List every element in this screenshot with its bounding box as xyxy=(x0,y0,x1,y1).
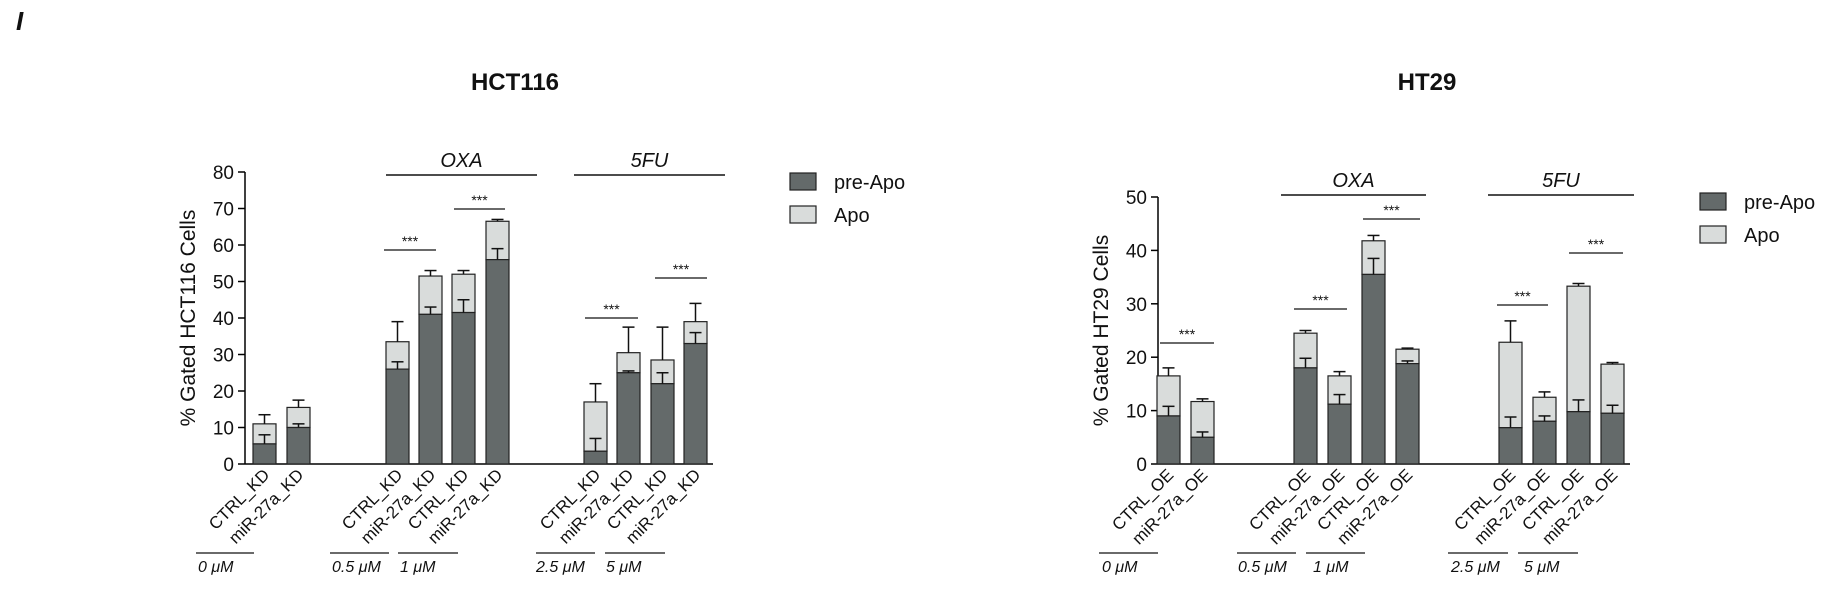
y-tick-label: 20 xyxy=(1126,348,1147,369)
bar-pre-apo xyxy=(1293,367,1318,465)
dose-label: 5 μM xyxy=(606,559,642,576)
drug-label: OXA xyxy=(1332,170,1374,192)
legend-swatch xyxy=(1699,225,1727,244)
significance-label: *** xyxy=(603,301,620,317)
significance-label: *** xyxy=(1179,326,1196,342)
legend-label: Apo xyxy=(1744,225,1780,247)
significance-label: *** xyxy=(1383,202,1400,218)
dose-label: 0.5 μM xyxy=(1238,559,1287,576)
bar-pre-apo xyxy=(385,368,410,465)
y-tick-label: 80 xyxy=(213,163,234,184)
significance-label: *** xyxy=(471,192,488,208)
significance-label: *** xyxy=(1588,236,1605,252)
bar-pre-apo xyxy=(1532,420,1557,465)
significance-label: *** xyxy=(402,233,419,249)
bar-pre-apo xyxy=(616,372,641,465)
bar-pre-apo xyxy=(583,450,608,465)
bar-pre-apo xyxy=(485,259,510,465)
bar-pre-apo xyxy=(1395,363,1420,465)
y-tick-label: 60 xyxy=(213,236,234,257)
chart-title: HT29 xyxy=(1398,69,1457,96)
bar-pre-apo xyxy=(1600,412,1625,465)
y-tick-label: 10 xyxy=(213,419,234,440)
y-tick-label: 30 xyxy=(1126,295,1147,316)
bar-apo xyxy=(616,352,641,374)
bar-pre-apo xyxy=(252,443,277,465)
bar-pre-apo xyxy=(418,313,443,465)
drug-label: 5FU xyxy=(1542,170,1580,192)
dose-label: 1 μM xyxy=(1313,559,1349,576)
dose-label: 0 μM xyxy=(198,559,234,576)
legend-swatch xyxy=(789,172,817,191)
dose-label: 0 μM xyxy=(1102,559,1138,576)
y-tick-label: 40 xyxy=(213,309,234,330)
dose-label: 2.5 μM xyxy=(1450,559,1500,576)
bar-pre-apo xyxy=(1156,415,1181,465)
legend-label: pre-Apo xyxy=(1744,192,1815,214)
dose-label: 1 μM xyxy=(400,559,436,576)
legend-swatch xyxy=(789,205,817,224)
y-tick-label: 70 xyxy=(213,200,234,221)
y-tick-label: 20 xyxy=(213,382,234,403)
y-axis-title: % Gated HCT116 Cells xyxy=(177,210,200,427)
dose-label: 2.5 μM xyxy=(535,559,585,576)
bar-pre-apo xyxy=(1498,427,1523,465)
significance-label: *** xyxy=(1312,292,1329,308)
dose-label: 5 μM xyxy=(1524,559,1560,576)
bar-pre-apo xyxy=(1566,411,1591,465)
bar-pre-apo xyxy=(650,383,675,465)
chart-title: HCT116 xyxy=(471,69,559,96)
bar-apo xyxy=(1498,341,1523,429)
y-tick-label: 50 xyxy=(1126,188,1147,209)
bar-pre-apo xyxy=(683,342,708,465)
y-tick-label: 0 xyxy=(1136,455,1147,476)
legend-swatch xyxy=(1699,192,1727,211)
y-tick-label: 0 xyxy=(223,455,234,476)
bar-pre-apo xyxy=(286,426,311,465)
bar-pre-apo xyxy=(451,311,476,465)
y-tick-label: 10 xyxy=(1126,402,1147,423)
y-axis-title: % Gated HT29 Cells xyxy=(1090,235,1113,426)
drug-label: OXA xyxy=(440,150,482,172)
drug-label: 5FU xyxy=(631,150,669,172)
legend-label: pre-Apo xyxy=(834,172,905,194)
bar-pre-apo xyxy=(1327,403,1352,465)
y-tick-label: 50 xyxy=(213,273,234,294)
y-tick-label: 40 xyxy=(1126,241,1147,262)
significance-label: *** xyxy=(673,261,690,277)
panel-label: I xyxy=(16,6,24,36)
legend-label: Apo xyxy=(834,205,870,227)
dose-label: 0.5 μM xyxy=(332,559,381,576)
bar-pre-apo xyxy=(1361,273,1386,465)
bar-pre-apo xyxy=(1190,436,1215,465)
y-tick-label: 30 xyxy=(213,346,234,367)
chart-hct116: HCT116 0 10 20 30 40 50 60 70 80 % Gated HCT116 Ce… xyxy=(177,69,905,576)
significance-label: *** xyxy=(1514,288,1531,304)
bar-apo xyxy=(1566,285,1591,413)
